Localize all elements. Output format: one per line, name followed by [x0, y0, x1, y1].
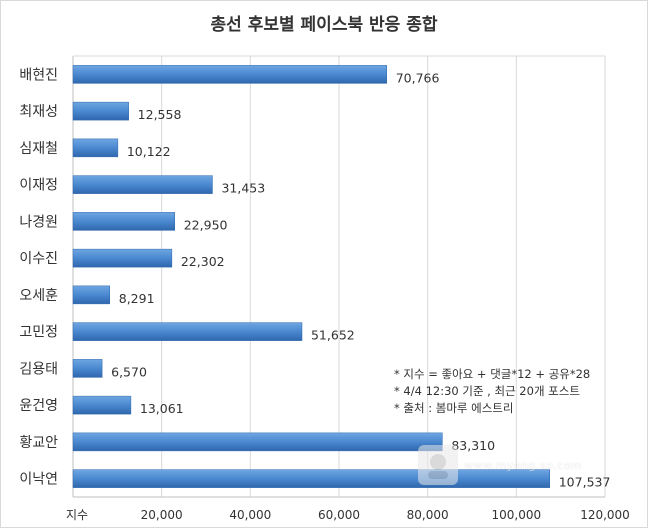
- data-label: 107,537: [559, 475, 611, 490]
- x-tick-label: 40,000: [229, 508, 271, 522]
- data-label: 51,652: [311, 328, 355, 343]
- category-label: 최재성: [19, 104, 58, 120]
- x-tick-label: 120,000: [580, 508, 630, 522]
- note-formula: * 지수 = 좋아요 + 댓글*12 + 공유*28: [394, 367, 591, 381]
- bar: [72, 432, 443, 452]
- chart-title: 총선 후보별 페이스북 반응 종합: [210, 15, 438, 35]
- note-source: * 출처 : 봄마루 에스트리: [394, 401, 514, 415]
- gridlines: [72, 55, 606, 498]
- category-label: 오세훈: [19, 288, 58, 304]
- data-label: 10,122: [127, 144, 171, 159]
- category-label: 배현진: [19, 67, 58, 83]
- category-label: 이재정: [19, 178, 58, 194]
- data-label: 70,766: [396, 70, 440, 85]
- bar: [72, 101, 129, 121]
- x-axis-ticks: 지수 20,000 40,000 60,000 80,000 100,000 120,000: [66, 508, 630, 522]
- x-tick-label: 지수: [66, 508, 88, 522]
- note-timestamp: * 4/4 12:30 기준 , 최근 20개 포스트: [394, 384, 580, 398]
- data-label: 12,558: [138, 107, 182, 122]
- x-tick-label: 80,000: [407, 508, 449, 522]
- data-label: 22,302: [181, 254, 225, 269]
- bar: [72, 359, 103, 378]
- data-label: 13,061: [140, 401, 184, 416]
- data-label: 8,291: [119, 291, 155, 306]
- watermark-text: www.myong.so.com: [464, 458, 583, 472]
- category-label: 이낙연: [19, 472, 58, 488]
- category-label: 황교안: [19, 435, 58, 451]
- bar: [72, 322, 303, 341]
- bar: [72, 285, 111, 305]
- bar: [72, 212, 175, 231]
- bar: [72, 138, 119, 158]
- bar: [72, 65, 387, 84]
- x-tick-label: 20,000: [141, 508, 183, 522]
- category-label: 고민정: [19, 325, 58, 341]
- category-label: 윤건영: [19, 398, 58, 414]
- x-tick-label: 60,000: [318, 508, 360, 522]
- data-label: 22,950: [184, 217, 228, 232]
- category-label: 심재철: [19, 141, 58, 157]
- bar: [72, 395, 132, 415]
- avatar-icon: [418, 445, 458, 485]
- notes-box: * 지수 = 좋아요 + 댓글*12 + 공유*28 * 4/4 12:30 기…: [394, 366, 590, 417]
- bar: [72, 248, 173, 268]
- bar: [72, 175, 213, 194]
- category-label: 김용태: [19, 361, 58, 377]
- bars: [72, 65, 550, 488]
- data-label: 6,570: [111, 364, 147, 379]
- data-label: 83,310: [451, 438, 495, 453]
- x-tick-label: 100,000: [492, 508, 542, 522]
- data-label: 31,453: [221, 181, 265, 196]
- watermark: www.myong.so.com: [418, 443, 582, 487]
- category-label: 나경원: [19, 214, 58, 230]
- value-labels: 70,766 12,558 10,122 31,453 22,950 22,302 8,29…: [111, 70, 610, 489]
- category-label: 이수진: [19, 251, 58, 267]
